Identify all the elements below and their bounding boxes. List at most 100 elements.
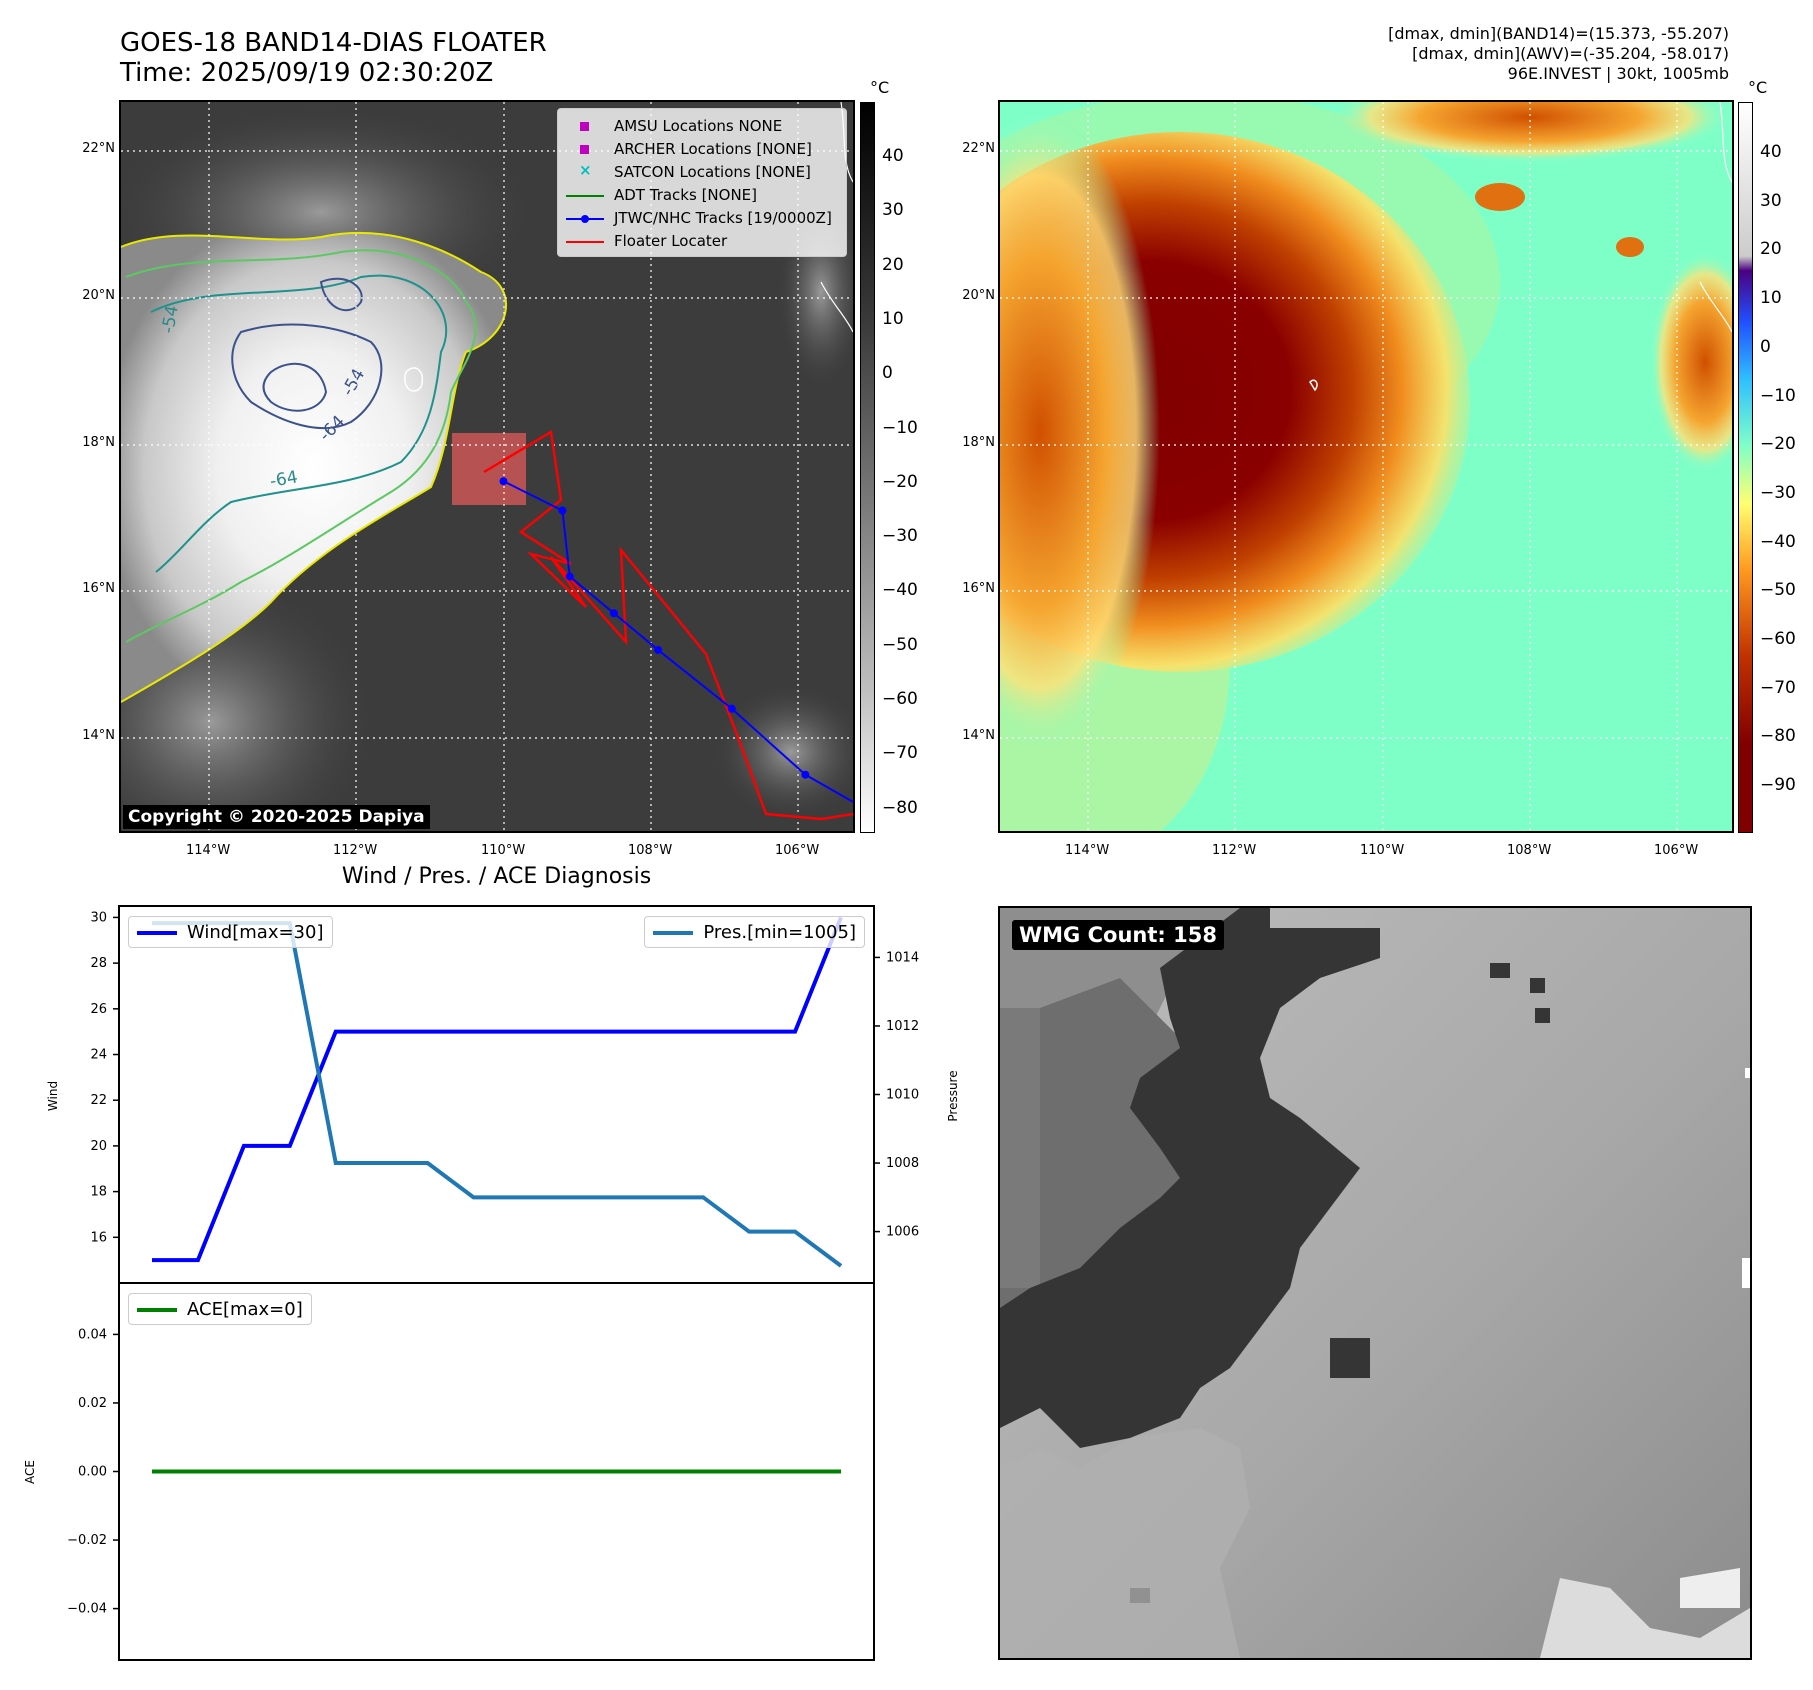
pressure-line — [152, 921, 843, 1268]
lat-tick: 18°N — [962, 435, 995, 450]
lon-tick: 108°W — [628, 843, 673, 858]
ace-axis-label: ACE — [23, 1460, 37, 1484]
line-dot-marker-icon — [581, 214, 589, 223]
colorbar-tick: −60 — [882, 689, 918, 709]
lon-tick: 112°W — [1212, 843, 1257, 858]
wind-legend-label: Wind[max=30] — [187, 921, 324, 943]
colorbar-tick: 30 — [882, 200, 904, 221]
lat-tick: 20°N — [82, 288, 115, 303]
colorbar-tick: −70 — [882, 743, 918, 764]
colorbar-tick: −30 — [1760, 482, 1796, 503]
wind-tick-label: 20 — [90, 1139, 107, 1154]
colorbar-tick: −80 — [882, 797, 918, 818]
figure-time: Time: 2025/09/19 02:30:20Z — [120, 58, 494, 88]
wmg-count-label: WMG Count: 158 — [1012, 920, 1224, 950]
lat-tick: 16°N — [82, 581, 115, 596]
ir-legend: AMSU Locations NONE ARCHER Locations [NO… — [557, 108, 847, 257]
wind-tick-label: 18 — [90, 1185, 107, 1200]
colorbar-tick: −10 — [1760, 385, 1796, 406]
floater-locater-line — [483, 430, 853, 821]
wind-tick-label: 22 — [90, 1093, 107, 1108]
pressure-tick-label: 1010 — [886, 1088, 919, 1103]
pressure-tick-label: 1014 — [886, 950, 919, 965]
wmg-panel: WMG Count: 158 — [998, 906, 1752, 1660]
pressure-series — [152, 921, 843, 1268]
colorbar-tick: −90 — [1760, 775, 1796, 796]
awv-lon-axis: 114°W 112°W 110°W 108°W 106°W — [998, 843, 1734, 863]
awv-colorbar-unit: °C — [1748, 78, 1768, 97]
colorbar-tick: 10 — [882, 308, 904, 329]
legend-label: ARCHER Locations [NONE] — [614, 139, 812, 158]
colorbar-tick: −20 — [882, 471, 918, 492]
lon-tick: 110°W — [481, 843, 526, 858]
colorbar-tick: −50 — [882, 634, 918, 655]
figure-title: GOES-18 BAND14-DIAS FLOATER — [120, 28, 547, 58]
wind-tick-label: 28 — [90, 956, 107, 971]
contour-label: -64 — [268, 467, 299, 492]
ir-colorbar-unit: °C — [870, 78, 890, 97]
jtwc-track — [499, 477, 853, 803]
pressure-tick-label: 1006 — [886, 1225, 919, 1240]
ace-line-icon — [137, 1308, 177, 1312]
pres-ticks: 1014 1012 1010 1008 1006 — [874, 950, 919, 1240]
ir-satellite-image: -54 -64 -54 -64 — [121, 102, 853, 831]
colorbar-tick: −40 — [882, 580, 918, 601]
wind-tick-label: 24 — [90, 1048, 107, 1063]
lon-tick: 114°W — [186, 843, 231, 858]
jtwc-track-point — [727, 704, 736, 713]
cross-marker-icon: × — [579, 160, 592, 179]
colorbar-tick: −10 — [882, 417, 918, 438]
diag-panel: 30 28 26 24 22 20 18 16 1014 1012 1010 1008 1006 0.… — [23, 905, 960, 1661]
jtwc-track-point — [565, 572, 574, 581]
colorbar-tick: −80 — [1760, 726, 1796, 747]
legend-label: Floater Locater — [614, 231, 728, 250]
pressure-tick-label: 1012 — [886, 1019, 919, 1034]
colorbar-tick: 40 — [882, 146, 904, 166]
colorbar-tick: −20 — [1760, 434, 1796, 455]
info-storm: 96E.INVEST | 30kt, 1005mb — [1507, 64, 1729, 83]
awv-colorbar-ticks: 40 30 20 10 0 −10 −20 −30 −40 −50 −60 −70 −80 −90 — [1760, 102, 1810, 833]
ir-colorbar — [860, 102, 875, 833]
legend-item-satcon: × SATCON Locations [NONE] — [566, 160, 838, 183]
legend-label: JTWC/NHC Tracks [19/0000Z] — [614, 208, 832, 227]
lat-tick: 18°N — [82, 435, 115, 450]
ace-legend: ACE[max=0] — [128, 1293, 312, 1325]
colorbar-tick: −50 — [1760, 580, 1796, 601]
wind-pres-axes — [118, 905, 875, 1284]
wind-axis-label: Wind — [46, 1081, 60, 1111]
legend-item-jtwc: JTWC/NHC Tracks [19/0000Z] — [566, 206, 838, 229]
jtwc-track-point — [499, 477, 508, 486]
wind-tick-label: 26 — [90, 1002, 107, 1017]
colorbar-tick: 30 — [1760, 190, 1782, 211]
ace-tick-label: 0.02 — [78, 1396, 107, 1411]
info-band14-range: [dmax, dmin](BAND14)=(15.373, -55.207) — [1388, 24, 1729, 43]
lat-tick: 20°N — [962, 288, 995, 303]
copyright-label: Copyright © 2020-2025 Dapiya — [123, 805, 430, 829]
legend-label: AMSU Locations NONE — [614, 116, 783, 135]
colorbar-tick: 40 — [1760, 142, 1782, 162]
colorbar-tick: −60 — [1760, 629, 1796, 649]
wind-ticks: 30 28 26 24 22 20 18 16 — [90, 910, 119, 1245]
legend-item-adt: ADT Tracks [NONE] — [566, 183, 838, 206]
contour-label: -54 — [158, 304, 183, 335]
ace-tick-label: −0.02 — [67, 1533, 107, 1548]
square-marker-icon — [580, 121, 589, 131]
wind-line — [152, 916, 843, 1263]
legend-label: ADT Tracks [NONE] — [614, 185, 758, 204]
ace-tick-label: 0.04 — [78, 1327, 107, 1342]
wind-series — [152, 916, 843, 1263]
colorbar-tick: 20 — [1760, 239, 1782, 260]
jtwc-track-point — [801, 770, 810, 779]
info-awv-range: [dmax, dmin](AWV)=(-35.204, -58.017) — [1412, 44, 1729, 63]
pressure-legend: Pres.[min=1005] — [644, 916, 865, 948]
legend-label: SATCON Locations [NONE] — [614, 162, 811, 181]
awv-colorbar — [1738, 102, 1753, 833]
lon-tick: 106°W — [1654, 843, 1699, 858]
colorbar-tick: −40 — [1760, 531, 1796, 552]
wind-legend: Wind[max=30] — [128, 916, 333, 948]
lat-tick: 22°N — [82, 141, 115, 156]
square-marker-icon — [580, 144, 589, 154]
ir-lat-axis: 22°N 20°N 18°N 16°N 14°N — [60, 100, 115, 833]
ir-lon-axis: 114°W 112°W 110°W 108°W 106°W — [119, 843, 855, 863]
legend-item-archer: ARCHER Locations [NONE] — [566, 137, 838, 160]
